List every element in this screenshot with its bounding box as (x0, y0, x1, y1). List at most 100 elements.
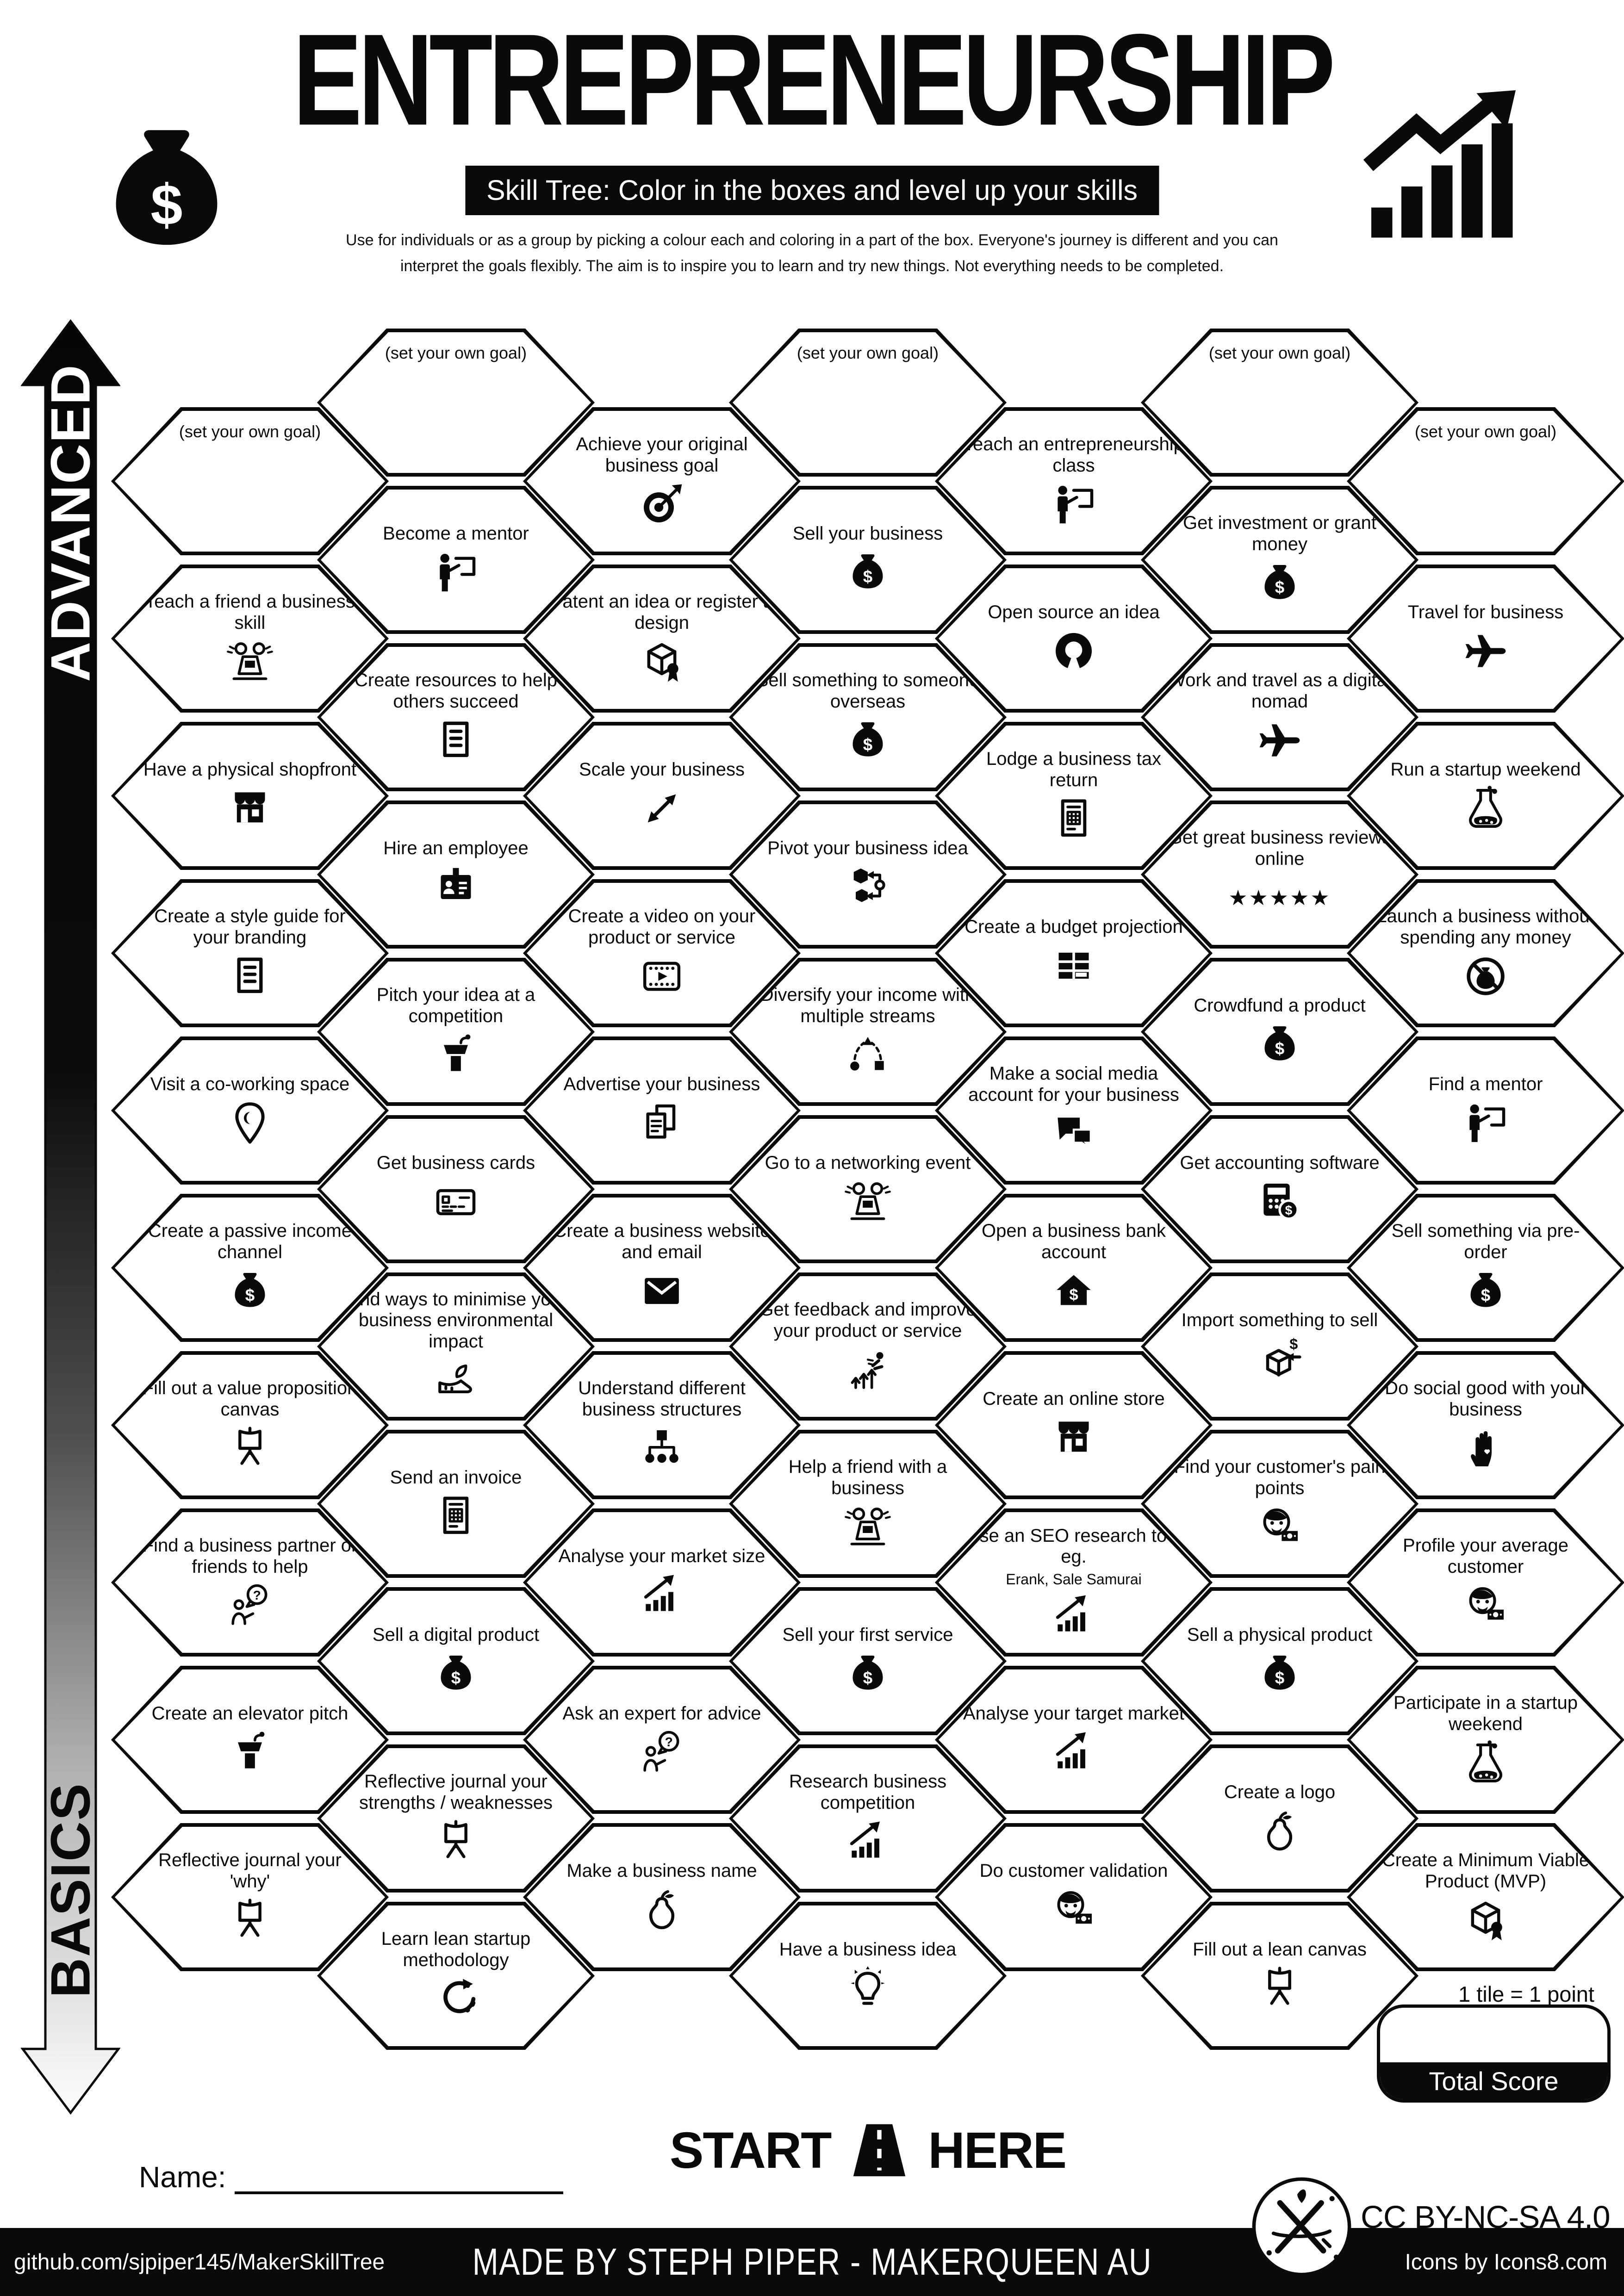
total-score-field[interactable] (1380, 2008, 1607, 2069)
footer-bar: github.com/sjpiper145/MakerSkillTree MAD… (0, 2228, 1624, 2296)
hex-inner: Reflective journal your 'why' (115, 1827, 385, 1967)
hex-inner: Go to a networking event (733, 1119, 1003, 1260)
hex-label: Hire an employee (383, 838, 529, 859)
hex-label: Profile your average customer (1403, 1535, 1568, 1577)
hex-inner: Understand different business structures (527, 1355, 797, 1496)
face-money-icon (1256, 1503, 1304, 1551)
hex-tile[interactable]: Become a mentor (317, 486, 595, 634)
money-bag-icon: $ (226, 1267, 274, 1315)
document-icon (432, 716, 480, 764)
growth-chart-icon (1349, 90, 1562, 241)
hex-inner: Pivot your business idea (733, 804, 1003, 945)
face-money-icon (1462, 1582, 1510, 1630)
budget-table-icon (1050, 942, 1098, 990)
hex-tile[interactable]: Patent an idea or register a design (523, 565, 801, 713)
hex-tile-custom-goal[interactable]: (set your own goal) (111, 407, 389, 555)
person-board-icon (432, 548, 480, 596)
hex-tile[interactable]: Teach a friend a business skill (111, 565, 389, 713)
hex-inner: Sell your first service $ (733, 1591, 1003, 1731)
hex-tile[interactable]: Create a video on your product or servic… (523, 879, 801, 1027)
hex-tile[interactable]: Create a budget projection (935, 879, 1213, 1027)
org-chart-icon (638, 1424, 686, 1472)
easel-icon (432, 1818, 480, 1866)
easel-icon (226, 1424, 274, 1472)
lightbulb-icon (844, 1964, 892, 2012)
hex-tile[interactable]: Create resources to help others succeed (317, 643, 595, 791)
hex-sublabel: Erank, Sale Samurai (1006, 1571, 1142, 1588)
hex-inner: Profile your average customer (1350, 1512, 1621, 1653)
hex-tile[interactable]: Get investment or grant money $ (1141, 486, 1419, 634)
name-input-line[interactable] (234, 2166, 563, 2194)
hex-tile[interactable]: Advertise your business (523, 1036, 801, 1185)
svg-text:$: $ (1275, 1039, 1284, 1058)
easel-icon (1256, 1964, 1304, 2012)
road-icon (845, 2116, 914, 2185)
hex-inner: Learn lean startup methodology (321, 1905, 591, 2046)
hex-label: Create a passive income channel (148, 1221, 352, 1262)
hex-inner: Fill out a value proposition canvas (115, 1355, 385, 1496)
hex-tile[interactable]: Create a passive income channel $ (111, 1194, 389, 1342)
hex-tile[interactable]: Fill out a lean canvas (1141, 1902, 1419, 2050)
hex-tile[interactable]: Sell something to someone overseas $ (729, 643, 1007, 791)
svg-text:$: $ (1275, 1668, 1284, 1687)
hex-inner: Create a budget projection (939, 883, 1209, 1024)
hex-label: Create resources to help others succeed (354, 670, 557, 712)
no-money-icon (1462, 952, 1510, 1000)
svg-text:$: $ (863, 1668, 872, 1687)
box-ribbon-icon (1462, 1896, 1510, 1944)
hex-tile[interactable]: Have a business idea (729, 1902, 1007, 2050)
hex-tile[interactable]: Lodge a business tax return (935, 722, 1213, 870)
calculator-dollar-icon: $ (1256, 1178, 1304, 1226)
hex-tile[interactable]: Create an elevator pitch (111, 1666, 389, 1814)
svg-text:$: $ (1289, 1335, 1298, 1352)
hex-tile[interactable]: Scale your business (523, 722, 801, 870)
hex-tile[interactable]: Reflective journal your strengths / weak… (317, 1744, 595, 1893)
total-score-box: Total Score (1377, 2004, 1611, 2103)
hex-inner: Travel for business (1350, 568, 1621, 709)
hex-label: Go to a networking event (765, 1153, 971, 1173)
money-bag-icon: $ (1256, 559, 1304, 607)
hex-inner: Sell a physical product $ (1145, 1591, 1415, 1731)
hex-label: Sell something to someone overseas (756, 670, 980, 712)
person-question-icon: ? (226, 1582, 274, 1630)
svg-text:$: $ (151, 173, 183, 237)
hex-label: Get business cards (376, 1153, 535, 1173)
hex-inner: Get investment or grant money $ (1145, 490, 1415, 630)
hex-tile[interactable]: Go to a networking event (729, 1115, 1007, 1263)
hex-label: Pitch your idea at a competition (376, 985, 535, 1026)
invoice-icon (1050, 795, 1098, 843)
hex-inner: Hire an employee (321, 804, 591, 945)
hex-tile[interactable]: Work and travel as a digital nomad (1141, 643, 1419, 791)
hex-tile[interactable]: Open source an idea (935, 565, 1213, 713)
svg-text:$: $ (451, 1668, 460, 1687)
hex-inner: Do social good with your business (1350, 1355, 1621, 1496)
hex-tile[interactable]: Profile your average customer (1347, 1508, 1624, 1657)
hex-tile[interactable]: Hire an employee (317, 800, 595, 949)
diversify-icon (844, 1031, 892, 1079)
money-bag-icon: $ (1256, 1020, 1304, 1068)
hex-inner: Teach an entrepreneurship class (939, 411, 1209, 552)
here-label: HERE (928, 2122, 1067, 2179)
money-bag-icon: $ (1462, 1267, 1510, 1315)
person-board-icon (1050, 480, 1098, 528)
hex-label: Fill out a value proposition canvas (142, 1378, 358, 1420)
hex-inner: Get accounting software $ (1145, 1119, 1415, 1260)
hex-tile[interactable]: Launch a business without spending any m… (1347, 879, 1624, 1027)
import-box-icon: $ (1256, 1335, 1304, 1383)
hex-inner: Use an SEO research tool eg. Erank, Sale … (939, 1512, 1209, 1653)
hex-tile[interactable]: Learn lean startup methodology (317, 1902, 595, 2050)
hex-inner: Patent an idea or register a design (527, 568, 797, 709)
hex-tile[interactable]: Get great business reviews online ★★★★★ (1141, 800, 1419, 949)
hex-inner: Research business competition (733, 1748, 1003, 1889)
box-ribbon-icon (638, 638, 686, 686)
hex-inner: Diversify your income with multiple stre… (733, 962, 1003, 1102)
hex-label: Participate in a startup weekend (1394, 1693, 1578, 1734)
hex-tile[interactable]: Sell your business $ (729, 486, 1007, 634)
hex-tile[interactable]: Sell something via pre-order $ (1347, 1194, 1624, 1342)
people-laptop-icon (226, 638, 274, 686)
hex-tile[interactable]: Pivot your business idea (729, 800, 1007, 949)
envelope-icon (638, 1267, 686, 1315)
hex-inner: (set your own goal) (1350, 411, 1621, 552)
hex-label: Sell your business (792, 523, 943, 544)
hex-tile[interactable]: Have a physical shopfront (111, 722, 389, 870)
